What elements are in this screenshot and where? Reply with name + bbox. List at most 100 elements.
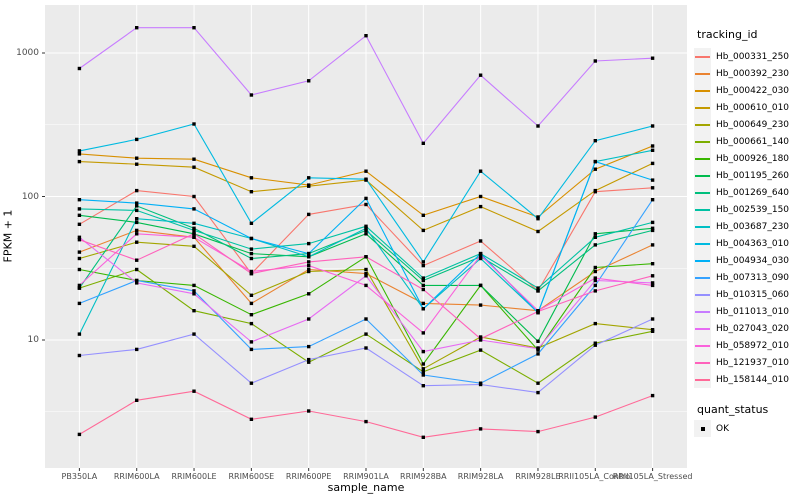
data-point [593, 232, 597, 236]
legend-entry: Hb_000926_180 [694, 150, 789, 167]
data-point [307, 344, 311, 349]
data-point [77, 332, 82, 336]
data-point [135, 398, 139, 402]
data-point [421, 384, 425, 388]
legend-swatch-icon [695, 361, 710, 364]
data-point [650, 281, 655, 285]
x-tick-label: RRII105LA_Stressed [612, 472, 693, 481]
data-point [192, 221, 196, 225]
legend-key [694, 235, 711, 252]
x-tick-label: RRII105LA_Control [558, 472, 633, 481]
data-point [421, 276, 425, 280]
legend-swatch-icon [695, 174, 710, 177]
data-point [650, 317, 655, 321]
legend-title-quant-status: quant_status [697, 403, 769, 416]
data-point [421, 362, 425, 366]
data-point [249, 321, 254, 326]
data-point [77, 283, 82, 288]
data-point [650, 161, 655, 166]
data-point [307, 212, 311, 217]
data-point [593, 321, 597, 326]
data-point [77, 286, 82, 290]
data-point [364, 419, 368, 424]
data-point [135, 156, 139, 160]
data-point [364, 202, 368, 207]
data-point [364, 34, 368, 38]
legend-key [694, 218, 711, 235]
legend-label: Hb_000661_140 [716, 136, 790, 147]
data-point [77, 159, 82, 164]
legend-swatch-icon [695, 276, 710, 279]
data-point [593, 343, 597, 347]
legend-swatch-icon [695, 55, 710, 58]
legend-swatch-icon [695, 157, 710, 160]
legend-label: Hb_000610_010 [716, 102, 790, 113]
data-point [135, 204, 139, 208]
data-point [192, 232, 196, 236]
legend-swatch-icon [695, 191, 710, 194]
data-point [536, 289, 540, 293]
legend-label: Hb_000422_030 [716, 85, 790, 96]
data-point [135, 258, 139, 262]
data-point [421, 283, 425, 288]
legend-key [694, 269, 711, 286]
data-point [593, 59, 597, 63]
data-point [77, 432, 82, 437]
data-point [650, 148, 655, 152]
legend-label: Hb_000926_180 [716, 153, 790, 164]
data-point [307, 269, 311, 274]
data-point [593, 276, 597, 280]
data-point [249, 381, 254, 385]
legend-key [694, 303, 711, 320]
data-point [421, 301, 425, 306]
data-point [77, 149, 82, 153]
legend-entry: Hb_001195_260 [694, 167, 789, 184]
data-point [77, 222, 82, 226]
legend-key [694, 150, 711, 167]
data-point [650, 228, 655, 233]
data-point [192, 194, 196, 199]
data-point [536, 339, 540, 343]
data-point [135, 217, 139, 221]
legend-swatch-icon [695, 344, 710, 347]
data-point [77, 238, 82, 242]
y-tick-label: 1000 [16, 48, 39, 58]
data-point [650, 56, 655, 60]
data-point [307, 241, 311, 246]
legend-entry: Hb_002539_150 [694, 201, 789, 218]
data-point [307, 263, 311, 268]
data-point [77, 213, 82, 217]
data-point [135, 228, 139, 233]
data-point [478, 382, 483, 387]
data-point [478, 337, 483, 341]
data-point [650, 220, 655, 225]
legend-label: Hb_004934_030 [716, 255, 790, 266]
data-point [249, 236, 254, 241]
legend-entry: Hb_000610_010 [694, 99, 789, 116]
data-point [192, 226, 196, 230]
legend-entry: Hb_010315_060 [694, 286, 789, 303]
legend-key [694, 184, 711, 201]
legend-key [694, 82, 711, 99]
data-point [307, 360, 311, 364]
data-point [593, 243, 597, 247]
data-point [192, 283, 196, 288]
data-point [421, 367, 425, 371]
data-point [307, 260, 311, 264]
data-point [249, 251, 254, 256]
data-point [478, 348, 483, 352]
data-point [593, 341, 597, 345]
data-point [135, 232, 139, 236]
data-point [421, 141, 425, 145]
data-point [421, 260, 425, 264]
data-point [307, 176, 311, 180]
legend-label: Hb_010315_060 [716, 289, 790, 300]
legend-swatch-icon [695, 89, 710, 92]
data-point [192, 228, 196, 233]
legend-label: Hb_004363_010 [716, 238, 790, 249]
data-point [478, 239, 483, 243]
data-point [421, 228, 425, 233]
legend-key [694, 320, 711, 337]
data-point [593, 269, 597, 274]
data-point [536, 429, 540, 434]
